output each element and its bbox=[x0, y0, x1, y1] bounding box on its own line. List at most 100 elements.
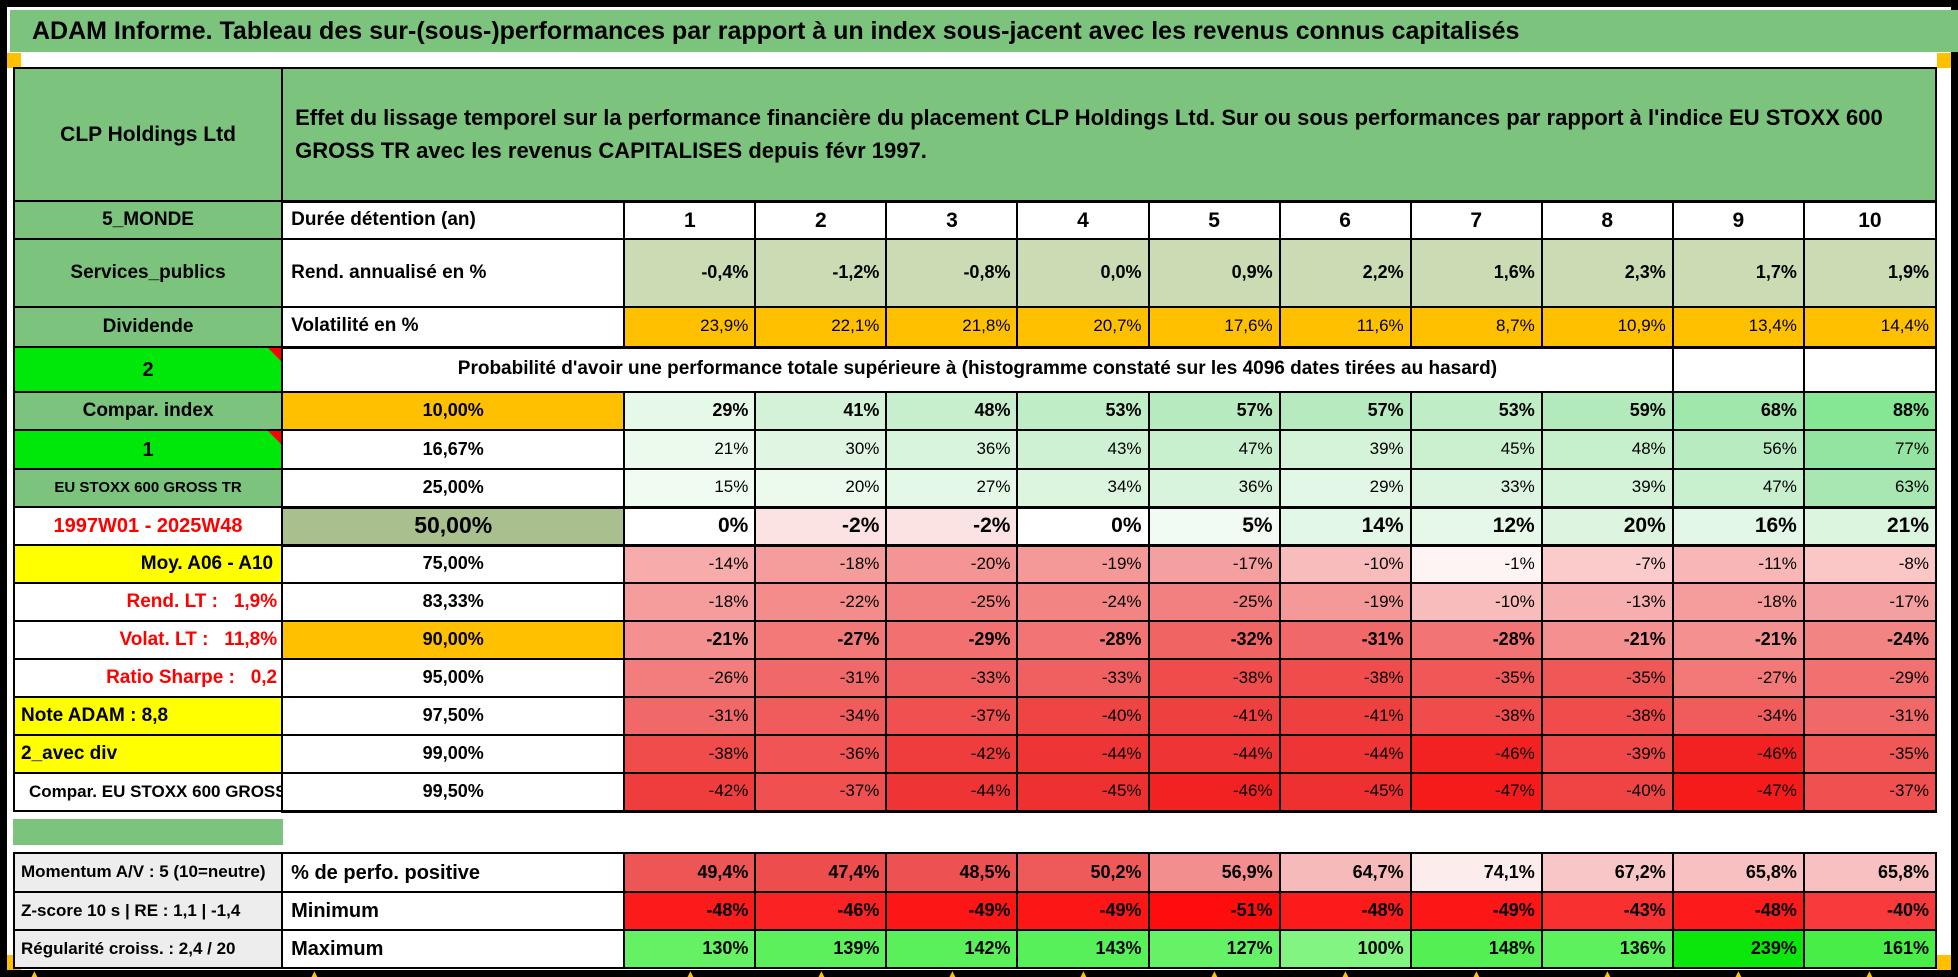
cell-min-c1[interactable]: -48% bbox=[623, 891, 757, 931]
cell-p97-c6[interactable]: -41% bbox=[1278, 696, 1412, 736]
cell-p83-c7[interactable]: -10% bbox=[1409, 582, 1543, 622]
cell-p99-c2[interactable]: -36% bbox=[754, 734, 888, 774]
cell-max-c8[interactable]: 136% bbox=[1540, 929, 1674, 969]
cell-p995-c8[interactable]: -40% bbox=[1540, 772, 1674, 813]
cell-rend-c4[interactable]: 0,0% bbox=[1016, 238, 1150, 308]
row-label-5-monde[interactable]: 5_MONDE bbox=[12, 200, 284, 240]
description-cell[interactable]: Effet du lissage temporel sur la perform… bbox=[281, 67, 1937, 203]
cell-p25-c4[interactable]: 34% bbox=[1016, 468, 1150, 508]
cell-rend-c10[interactable]: 1,9% bbox=[1802, 238, 1938, 308]
cell-p25-c3[interactable]: 27% bbox=[885, 468, 1019, 508]
cell-volat-c2[interactable]: 22,1% bbox=[754, 306, 888, 349]
row-measure-p99[interactable]: 99,00% bbox=[281, 734, 626, 774]
cell-perfpos-c5[interactable]: 56,9% bbox=[1147, 852, 1281, 893]
cell-p83-c4[interactable]: -24% bbox=[1016, 582, 1150, 622]
cell-rend-c2[interactable]: -1,2% bbox=[754, 238, 888, 308]
row-label-volat[interactable]: Dividende bbox=[12, 306, 284, 348]
cell-rend-c5[interactable]: 0,9% bbox=[1147, 238, 1281, 308]
row-measure-p97[interactable]: 97,50% bbox=[281, 696, 626, 736]
cell-volat-c6[interactable]: 11,6% bbox=[1278, 306, 1412, 349]
cell-p99-c9[interactable]: -46% bbox=[1671, 734, 1805, 774]
cell-rend-c3[interactable]: -0,8% bbox=[885, 238, 1019, 308]
cell-volat-c7[interactable]: 8,7% bbox=[1409, 306, 1543, 349]
cell-p995-c10[interactable]: -37% bbox=[1802, 772, 1938, 813]
duration-col-3[interactable]: 3 bbox=[885, 200, 1019, 240]
cell-p75-c5[interactable]: -17% bbox=[1147, 544, 1281, 584]
cell-p50-c2[interactable]: -2% bbox=[754, 505, 888, 547]
cell-p99-c8[interactable]: -39% bbox=[1540, 734, 1674, 774]
cell-volat-c10[interactable]: 14,4% bbox=[1802, 306, 1938, 349]
cell-rend-c9[interactable]: 1,7% bbox=[1671, 238, 1805, 308]
cell-volat-c1[interactable]: 23,9% bbox=[623, 306, 757, 349]
empty-cell[interactable] bbox=[1671, 346, 1805, 393]
cell-p25-c2[interactable]: 20% bbox=[754, 468, 888, 508]
cell-p25-c5[interactable]: 36% bbox=[1147, 468, 1281, 508]
cell-rend-c8[interactable]: 2,3% bbox=[1540, 238, 1674, 308]
row-measure-min[interactable]: Minimum bbox=[281, 891, 626, 931]
cell-p90-c3[interactable]: -29% bbox=[885, 620, 1019, 660]
row-label-banner[interactable]: 2 bbox=[12, 346, 284, 393]
cell-p16-c3[interactable]: 36% bbox=[885, 429, 1019, 470]
cell-p995-c4[interactable]: -45% bbox=[1016, 772, 1150, 813]
cell-p75-c4[interactable]: -19% bbox=[1016, 544, 1150, 584]
cell-p99-c4[interactable]: -44% bbox=[1016, 734, 1150, 774]
cell-max-c9[interactable]: 239% bbox=[1671, 929, 1805, 969]
cell-rend-c7[interactable]: 1,6% bbox=[1409, 238, 1543, 308]
cell-min-c8[interactable]: -43% bbox=[1540, 891, 1674, 931]
cell-p50-c5[interactable]: 5% bbox=[1147, 505, 1281, 547]
cell-min-c3[interactable]: -49% bbox=[885, 891, 1019, 931]
cell-p97-c8[interactable]: -38% bbox=[1540, 696, 1674, 736]
cell-p50-c4[interactable]: 0% bbox=[1016, 505, 1150, 547]
cell-p16-c10[interactable]: 77% bbox=[1802, 429, 1938, 470]
cell-rend-c1[interactable]: -0,4% bbox=[623, 238, 757, 308]
cell-p97-c5[interactable]: -41% bbox=[1147, 696, 1281, 736]
cell-volat-c5[interactable]: 17,6% bbox=[1147, 306, 1281, 349]
row-label-p90[interactable]: Volat. LT : 11,8% bbox=[12, 620, 284, 660]
empty-cell[interactable] bbox=[1802, 346, 1938, 393]
row-measure-perfpos[interactable]: % de perfo. positive bbox=[281, 852, 626, 893]
row-label-p99[interactable]: 2_avec div bbox=[12, 734, 284, 774]
duration-col-2[interactable]: 2 bbox=[754, 200, 888, 240]
cell-p25-c1[interactable]: 15% bbox=[623, 468, 757, 508]
cell-p995-c7[interactable]: -47% bbox=[1409, 772, 1543, 813]
cell-p95-c6[interactable]: -38% bbox=[1278, 658, 1412, 698]
cell-p16-c7[interactable]: 45% bbox=[1409, 429, 1543, 470]
cell-p16-c5[interactable]: 47% bbox=[1147, 429, 1281, 470]
row-measure-p83[interactable]: 83,33% bbox=[281, 582, 626, 622]
cell-volat-c8[interactable]: 10,9% bbox=[1540, 306, 1674, 349]
cell-perfpos-c9[interactable]: 65,8% bbox=[1671, 852, 1805, 893]
cell-p83-c3[interactable]: -25% bbox=[885, 582, 1019, 622]
row-measure-p25[interactable]: 25,00% bbox=[281, 468, 626, 508]
cell-p90-c10[interactable]: -24% bbox=[1802, 620, 1938, 660]
row-measure-p95[interactable]: 95,00% bbox=[281, 658, 626, 698]
row-measure-p16[interactable]: 16,67% bbox=[281, 429, 626, 470]
cell-p75-c3[interactable]: -20% bbox=[885, 544, 1019, 584]
cell-max-c4[interactable]: 143% bbox=[1016, 929, 1150, 969]
duration-col-6[interactable]: 6 bbox=[1278, 200, 1412, 240]
cell-p10-c10[interactable]: 88% bbox=[1802, 391, 1938, 431]
cell-p83-c10[interactable]: -17% bbox=[1802, 582, 1938, 622]
cell-p10-c7[interactable]: 53% bbox=[1409, 391, 1543, 431]
cell-p75-c1[interactable]: -14% bbox=[623, 544, 757, 584]
cell-volat-c3[interactable]: 21,8% bbox=[885, 306, 1019, 349]
cell-p995-c5[interactable]: -46% bbox=[1147, 772, 1281, 813]
cell-max-c7[interactable]: 148% bbox=[1409, 929, 1543, 969]
cell-max-c6[interactable]: 100% bbox=[1278, 929, 1412, 969]
cell-p97-c1[interactable]: -31% bbox=[623, 696, 757, 736]
row-measure-max[interactable]: Maximum bbox=[281, 929, 626, 969]
cell-p97-c9[interactable]: -34% bbox=[1671, 696, 1805, 736]
duration-col-9[interactable]: 9 bbox=[1671, 200, 1805, 240]
row-label-max[interactable]: Régularité croiss. : 2,4 / 20 bbox=[12, 929, 284, 969]
cell-p25-c6[interactable]: 29% bbox=[1278, 468, 1412, 508]
cell-p50-c6[interactable]: 14% bbox=[1278, 505, 1412, 547]
cell-p90-c1[interactable]: -21% bbox=[623, 620, 757, 660]
cell-p50-c10[interactable]: 21% bbox=[1802, 505, 1938, 547]
row-label-min[interactable]: Z-score 10 s | RE : 1,1 | -1,4 bbox=[12, 891, 284, 931]
row-label-p995[interactable]: Compar. EU STOXX 600 GROSS TR bbox=[12, 772, 284, 812]
cell-p90-c9[interactable]: -21% bbox=[1671, 620, 1805, 660]
cell-p995-c6[interactable]: -45% bbox=[1278, 772, 1412, 813]
cell-rend-c6[interactable]: 2,2% bbox=[1278, 238, 1412, 308]
cell-p10-c2[interactable]: 41% bbox=[754, 391, 888, 431]
cell-p50-c9[interactable]: 16% bbox=[1671, 505, 1805, 547]
cell-min-c7[interactable]: -49% bbox=[1409, 891, 1543, 931]
